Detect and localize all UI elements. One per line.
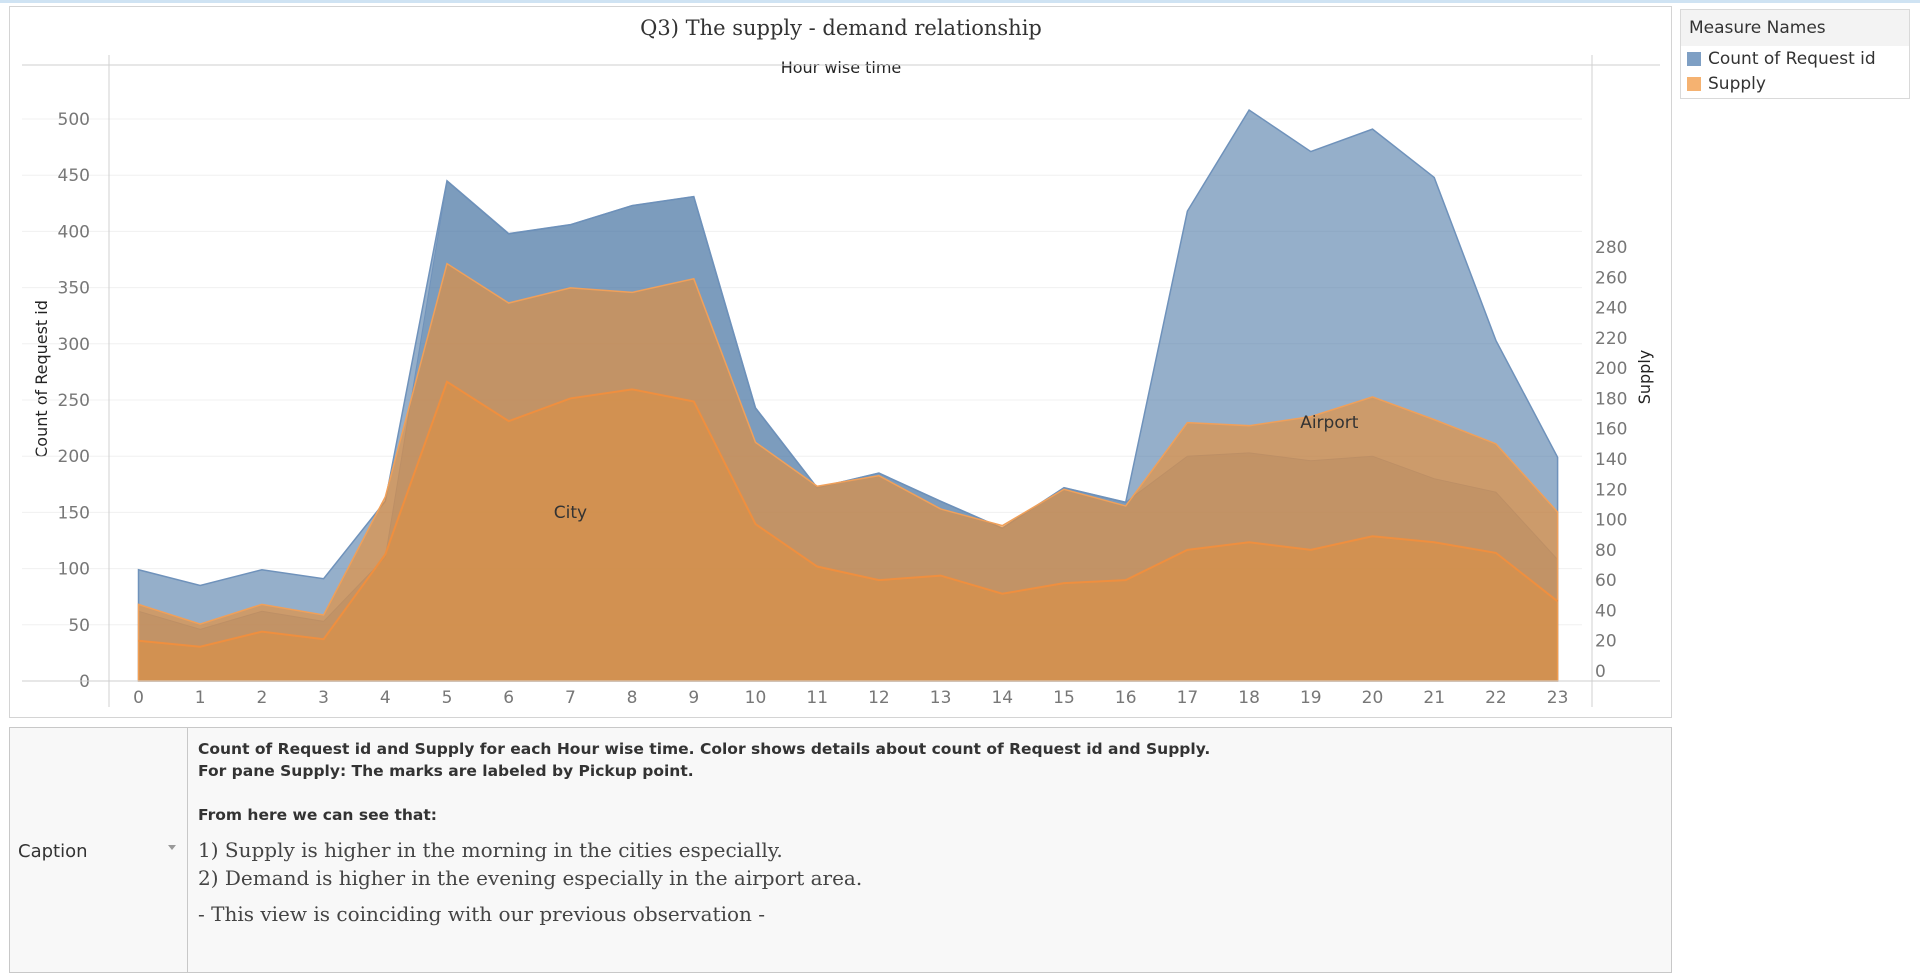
caption-description: Count of Request id and Supply for each …: [198, 740, 1211, 758]
y2-tick-label: 140: [1595, 450, 1627, 470]
x-tick-label: 20: [1362, 688, 1384, 708]
axes: 0501001502002503003504004505000204060801…: [22, 55, 1660, 708]
x-tick-label: 5: [442, 688, 453, 708]
legend: Measure Names Count of Request id Supply: [1680, 9, 1910, 99]
y2-tick-label: 200: [1595, 359, 1627, 379]
x-tick-label: 4: [380, 688, 391, 708]
y2-tick-label: 180: [1595, 389, 1627, 409]
y2-tick-label: 0: [1595, 662, 1606, 682]
y-tick-label: 200: [58, 447, 90, 467]
y2-tick-label: 260: [1595, 268, 1627, 288]
area-chart: Q3) The supply - demand relationship Hou…: [22, 16, 1660, 708]
legend-swatch-blue: [1687, 51, 1701, 66]
y2-axis-title: Supply: [1635, 350, 1654, 405]
x-axis-title: Hour wise time: [781, 58, 902, 77]
x-tick-label: 21: [1423, 688, 1445, 708]
legend-title: Measure Names: [1681, 10, 1909, 46]
y2-tick-label: 240: [1595, 299, 1627, 319]
y-axis-title: Count of Request id: [32, 300, 51, 458]
x-tick-label: 14: [991, 688, 1013, 708]
y2-tick-label: 100: [1595, 511, 1627, 531]
x-tick-label: 8: [627, 688, 638, 708]
caption-observation-1: 1) Supply is higher in the morning in th…: [198, 838, 783, 862]
legend-item-label: Supply: [1708, 73, 1766, 94]
caption-header: Caption: [10, 728, 188, 972]
x-tick-label: 3: [318, 688, 329, 708]
x-tick-label: 11: [806, 688, 828, 708]
x-tick-label: 19: [1300, 688, 1322, 708]
y2-tick-label: 160: [1595, 420, 1627, 440]
y-tick-label: 300: [58, 335, 90, 355]
x-tick-label: 23: [1547, 688, 1569, 708]
y2-tick-label: 60: [1595, 571, 1617, 591]
x-tick-label: 18: [1238, 688, 1260, 708]
chart-title: Q3) The supply - demand relationship: [640, 16, 1042, 40]
y-tick-label: 0: [79, 672, 90, 692]
y2-tick-label: 20: [1595, 632, 1617, 652]
legend-item-count-of-request-id[interactable]: Count of Request id: [1681, 46, 1909, 71]
y-tick-label: 250: [58, 391, 90, 411]
legend-swatch-orange: [1687, 76, 1701, 91]
y-tick-label: 50: [68, 616, 90, 636]
x-tick-label: 1: [195, 688, 206, 708]
caption-observation-3: - This view is coinciding with our previ…: [198, 902, 766, 926]
x-tick-label: 22: [1485, 688, 1507, 708]
x-tick-label: 12: [868, 688, 890, 708]
y-tick-label: 400: [58, 222, 90, 242]
x-tick-label: 7: [565, 688, 576, 708]
y2-tick-label: 80: [1595, 541, 1617, 561]
chart-container: Q3) The supply - demand relationship Hou…: [9, 6, 1672, 718]
caption-observation-2: 2) Demand is higher in the evening espec…: [198, 866, 863, 890]
y2-tick-label: 40: [1595, 601, 1617, 621]
x-tick-label: 17: [1177, 688, 1199, 708]
caption-label: Caption: [18, 841, 88, 862]
x-tick-label: 16: [1115, 688, 1137, 708]
y-tick-label: 450: [58, 166, 90, 186]
legend-item-supply[interactable]: Supply: [1681, 71, 1909, 96]
pane-label-city: City: [554, 503, 587, 523]
line-supply-city: [138, 380, 1559, 648]
pane-label-airport: Airport: [1300, 413, 1359, 433]
caption-dropdown-icon[interactable]: [168, 845, 176, 850]
y2-tick-label: 280: [1595, 238, 1627, 258]
series-areas: [137, 108, 1559, 682]
caption-pane-note: For pane Supply: The marks are labeled b…: [198, 762, 694, 780]
pane-labels: City Airport: [554, 413, 1359, 523]
area-supply-city: [138, 381, 1558, 681]
x-tick-label: 10: [745, 688, 767, 708]
x-tick-label: 0: [133, 688, 144, 708]
x-tick-label: 15: [1053, 688, 1075, 708]
x-tick-label: 9: [688, 688, 699, 708]
caption-panel: Caption Count of Request id and Supply f…: [9, 727, 1672, 973]
x-tick-label: 2: [256, 688, 267, 708]
y2-tick-label: 120: [1595, 480, 1627, 500]
legend-item-label: Count of Request id: [1708, 48, 1876, 69]
y-tick-label: 150: [58, 503, 90, 523]
y-tick-label: 500: [58, 110, 90, 130]
caption-text: Count of Request id and Supply for each …: [198, 738, 1661, 928]
x-tick-label: 6: [503, 688, 514, 708]
y-tick-label: 100: [58, 560, 90, 580]
x-tick-label: 13: [930, 688, 952, 708]
caption-intro: From here we can see that:: [198, 806, 438, 824]
y2-tick-label: 220: [1595, 329, 1627, 349]
y-tick-label: 350: [58, 279, 90, 299]
area-supply-airport: [137, 262, 1559, 682]
gridlines: [22, 118, 1582, 626]
